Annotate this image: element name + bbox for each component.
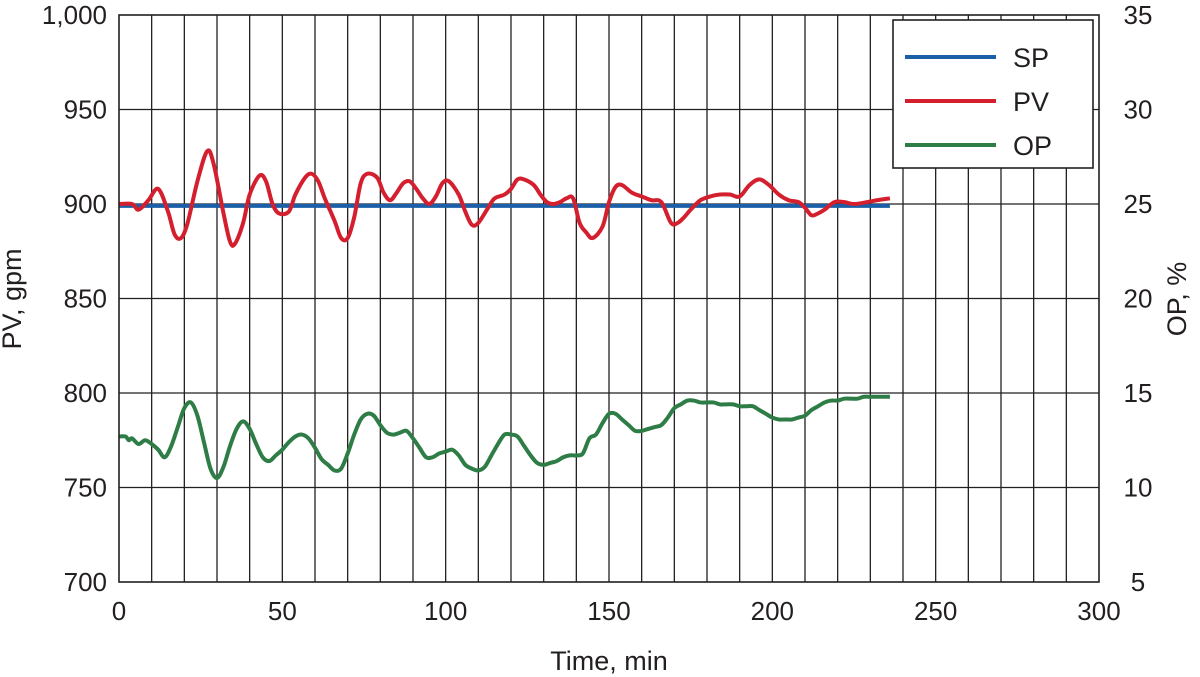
x-tick-label: 50 xyxy=(268,596,297,626)
tick-labels: 0 50 100 150 200 250 300 700 750 800 850 900 950 1,00… xyxy=(42,0,1153,626)
x-tick-label: 250 xyxy=(914,596,957,626)
y2-tick-label: 20 xyxy=(1124,284,1153,314)
y-tick-label: 1,000 xyxy=(42,0,107,30)
x-tick-label: 200 xyxy=(751,596,794,626)
plot-frame xyxy=(118,14,1100,583)
y2-tick-label: 30 xyxy=(1124,95,1153,125)
series-line-pv xyxy=(118,148,891,248)
y2-tick-label: 35 xyxy=(1124,0,1153,30)
x-axis-title: Time, min xyxy=(550,646,668,676)
y2-axis-title: OP, % xyxy=(1162,262,1192,337)
legend-label-op: OP xyxy=(1013,131,1052,161)
x-tick-label: 100 xyxy=(424,596,467,626)
x-tick-label: 300 xyxy=(1077,596,1120,626)
x-tick-label: 150 xyxy=(587,596,630,626)
y-tick-label: 750 xyxy=(64,473,107,503)
y-tick-label: 800 xyxy=(64,378,107,408)
series-line-op xyxy=(118,394,890,481)
grid xyxy=(119,15,1099,582)
legend-label-pv: PV xyxy=(1013,87,1049,117)
y2-tick-label: 10 xyxy=(1124,473,1153,503)
x-tick-label: 0 xyxy=(112,596,126,626)
legend-label-sp: SP xyxy=(1013,43,1049,73)
legend: SP PV OP xyxy=(892,19,1094,169)
y-tick-label: 700 xyxy=(64,567,107,597)
y-axis-title: PV, gpm xyxy=(0,248,27,349)
y2-tick-label: 25 xyxy=(1124,189,1153,219)
y-tick-label: 900 xyxy=(64,189,107,219)
y-tick-label: 850 xyxy=(64,284,107,314)
y-tick-label: 950 xyxy=(64,95,107,125)
series-layer xyxy=(118,148,891,481)
y2-tick-label: 5 xyxy=(1131,567,1145,597)
y2-tick-label: 15 xyxy=(1124,378,1153,408)
